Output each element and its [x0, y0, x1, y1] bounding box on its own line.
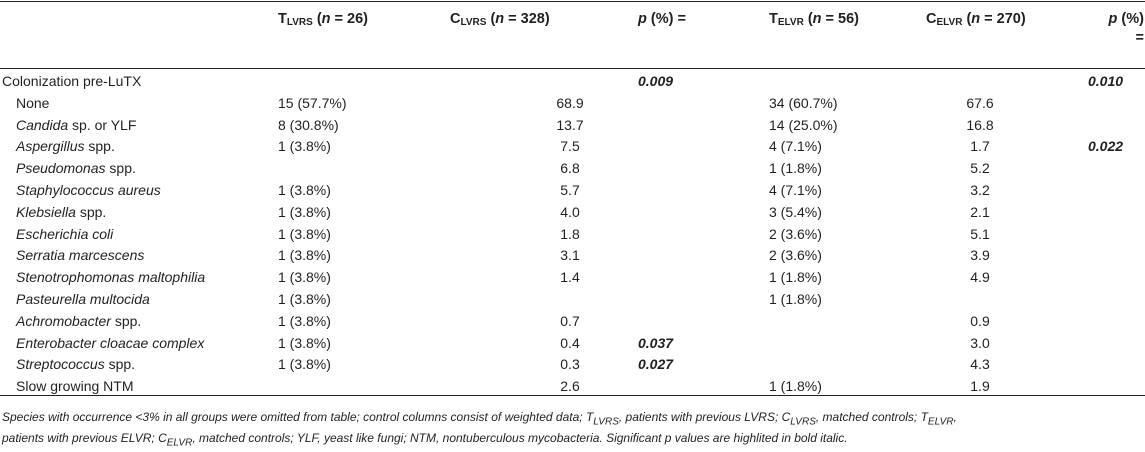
- c-lvrs-cell: 1.8: [560, 225, 580, 242]
- t-elvr-cell: 3 (5.4%): [769, 203, 822, 220]
- row-label: Candida sp. or YLF: [16, 116, 137, 133]
- header-p-elvr: p (%) =: [1108, 11, 1144, 46]
- c-elvr-cell: 3.0: [970, 334, 990, 351]
- c-lvrs-cell: 0.3: [560, 356, 580, 373]
- row-label: Serratia marcescens: [16, 247, 145, 264]
- c-elvr-cell: 1.9: [970, 378, 990, 395]
- c-elvr-cell: 3.9: [970, 247, 990, 264]
- t-lvrs-cell: 1 (3.8%): [278, 356, 331, 373]
- table-row: Colonization pre-LuTX 0.009 0.010: [0, 70, 1145, 92]
- table-row: Enterobacter cloacae complex 1 (3.8%) 0.4 0…: [0, 332, 1145, 354]
- row-label: Aspergillus spp.: [16, 138, 115, 155]
- c-lvrs-cell: 1.4: [560, 269, 580, 286]
- c-lvrs-cell: 0.4: [560, 334, 580, 351]
- t-elvr-cell: 1 (1.8%): [769, 378, 822, 395]
- header-c-lvrs: CLVRS (n = 328): [450, 11, 550, 28]
- c-elvr-cell: 0.9: [970, 312, 990, 329]
- table-top-rule: [0, 1, 1145, 2]
- c-elvr-cell: 4.9: [970, 269, 990, 286]
- row-label: Stenotrophomonas maltophilia: [16, 269, 206, 286]
- t-elvr-cell: 4 (7.1%): [769, 138, 822, 155]
- c-lvrs-cell: 2.6: [560, 378, 580, 395]
- t-lvrs-cell: 8 (30.8%): [278, 116, 339, 133]
- table-row: Candida sp. or YLF 8 (30.8%) 13.7 14 (25.0%…: [0, 114, 1145, 136]
- t-lvrs-cell: 1 (3.8%): [278, 182, 331, 198]
- table-row: Aspergillus spp. 1 (3.8%) 7.5 4 (7.1%) 1.7 0.…: [0, 135, 1145, 157]
- p-lvrs-cell: 0.009: [638, 73, 674, 89]
- table-footnote: Species with occurrence <3% in all group…: [2, 410, 957, 449]
- table-row: Escherichia coli 1 (3.8%) 1.8 2 (3.6%) 5.1: [0, 223, 1145, 245]
- row-label: Colonization pre-LuTX: [2, 73, 142, 89]
- c-lvrs-cell: 68.9: [556, 94, 584, 111]
- c-elvr-cell: 4.3: [970, 356, 990, 373]
- t-lvrs-cell: 15 (57.7%): [278, 94, 347, 111]
- header-t-elvr: TELVR (n = 56): [769, 11, 859, 28]
- c-elvr-cell: 1.7: [970, 138, 990, 155]
- row-label: Pasteurella multocida: [16, 291, 150, 307]
- t-elvr-cell: 2 (3.6%): [769, 247, 822, 264]
- t-lvrs-cell: 1 (3.8%): [278, 291, 331, 307]
- p-elvr-cell: 0.010: [1088, 73, 1124, 89]
- t-lvrs-cell: 1 (3.8%): [278, 247, 331, 264]
- c-elvr-cell: 5.2: [970, 160, 990, 177]
- table-bottom-rule: [0, 395, 1145, 396]
- c-lvrs-cell: 5.7: [560, 182, 580, 198]
- table-row: Klebsiella spp. 1 (3.8%) 4.0 3 (5.4%) 2.1: [0, 201, 1145, 223]
- c-lvrs-cell: 3.1: [560, 247, 580, 264]
- t-elvr-cell: 4 (7.1%): [769, 182, 822, 198]
- table-header-rule: [0, 68, 1145, 69]
- t-elvr-cell: 1 (1.8%): [769, 160, 822, 177]
- row-label: Slow growing NTM: [16, 378, 134, 395]
- c-elvr-cell: 16.8: [966, 116, 994, 133]
- row-label: Achromobacter spp.: [16, 312, 142, 329]
- t-elvr-cell: 2 (3.6%): [769, 225, 822, 242]
- t-elvr-cell: 14 (25.0%): [769, 116, 838, 133]
- c-elvr-cell: 5.1: [970, 225, 990, 242]
- t-lvrs-cell: 1 (3.8%): [278, 138, 331, 155]
- c-lvrs-cell: 7.5: [560, 138, 580, 155]
- row-label: Klebsiella spp.: [16, 203, 107, 220]
- row-label: Enterobacter cloacae complex: [16, 334, 205, 351]
- t-elvr-cell: 34 (60.7%): [769, 94, 838, 111]
- row-label: Pseudomonas spp.: [16, 160, 136, 177]
- t-elvr-cell: 1 (1.8%): [769, 269, 822, 286]
- c-elvr-cell: 2.1: [970, 203, 990, 220]
- table-row: Stenotrophomonas maltophilia 1 (3.8%) 1.4 1…: [0, 266, 1145, 288]
- table-row: Pasteurella multocida 1 (3.8%) 1 (1.8%): [0, 288, 1145, 310]
- c-lvrs-cell: 4.0: [560, 203, 580, 220]
- row-label: Escherichia coli: [16, 225, 114, 242]
- table-row: Achromobacter spp. 1 (3.8%) 0.7 0.9: [0, 310, 1145, 332]
- header-c-elvr: CELVR (n = 270): [926, 11, 1026, 28]
- c-lvrs-cell: 13.7: [556, 116, 584, 133]
- t-lvrs-cell: 1 (3.8%): [278, 269, 331, 286]
- table-row: Pseudomonas spp. 6.8 1 (1.8%) 5.2: [0, 157, 1145, 179]
- header-p-lvrs: p (%) =: [638, 11, 686, 27]
- table-row: Slow growing NTM 2.6 1 (1.8%) 1.9: [0, 375, 1145, 397]
- c-lvrs-cell: 0.7: [560, 312, 580, 329]
- row-label: Streptococcus spp.: [16, 356, 136, 373]
- table-row: Staphylococcus aureus 1 (3.8%) 5.7 4 (7.1%)…: [0, 179, 1145, 201]
- table-row: Streptococcus spp. 1 (3.8%) 0.3 0.027 4.3: [0, 353, 1145, 375]
- table-row: None 15 (57.7%) 68.9 34 (60.7%) 67.6: [0, 92, 1145, 114]
- c-elvr-cell: 67.6: [966, 94, 994, 111]
- row-label: Staphylococcus aureus: [16, 182, 161, 198]
- c-elvr-cell: 3.2: [970, 182, 990, 198]
- t-lvrs-cell: 1 (3.8%): [278, 312, 331, 329]
- header-t-lvrs: TLVRS (n = 26): [278, 11, 368, 28]
- t-lvrs-cell: 1 (3.8%): [278, 334, 331, 351]
- c-lvrs-cell: 6.8: [560, 160, 580, 177]
- table-row: Serratia marcescens 1 (3.8%) 3.1 2 (3.6%) 3.…: [0, 244, 1145, 266]
- p-lvrs-cell: 0.037: [638, 334, 674, 351]
- t-lvrs-cell: 1 (3.8%): [278, 203, 331, 220]
- row-label: None: [16, 94, 50, 111]
- p-elvr-cell: 0.022: [1088, 138, 1124, 155]
- t-lvrs-cell: 1 (3.8%): [278, 225, 331, 242]
- p-lvrs-cell: 0.027: [638, 356, 674, 373]
- t-elvr-cell: 1 (1.8%): [769, 291, 822, 307]
